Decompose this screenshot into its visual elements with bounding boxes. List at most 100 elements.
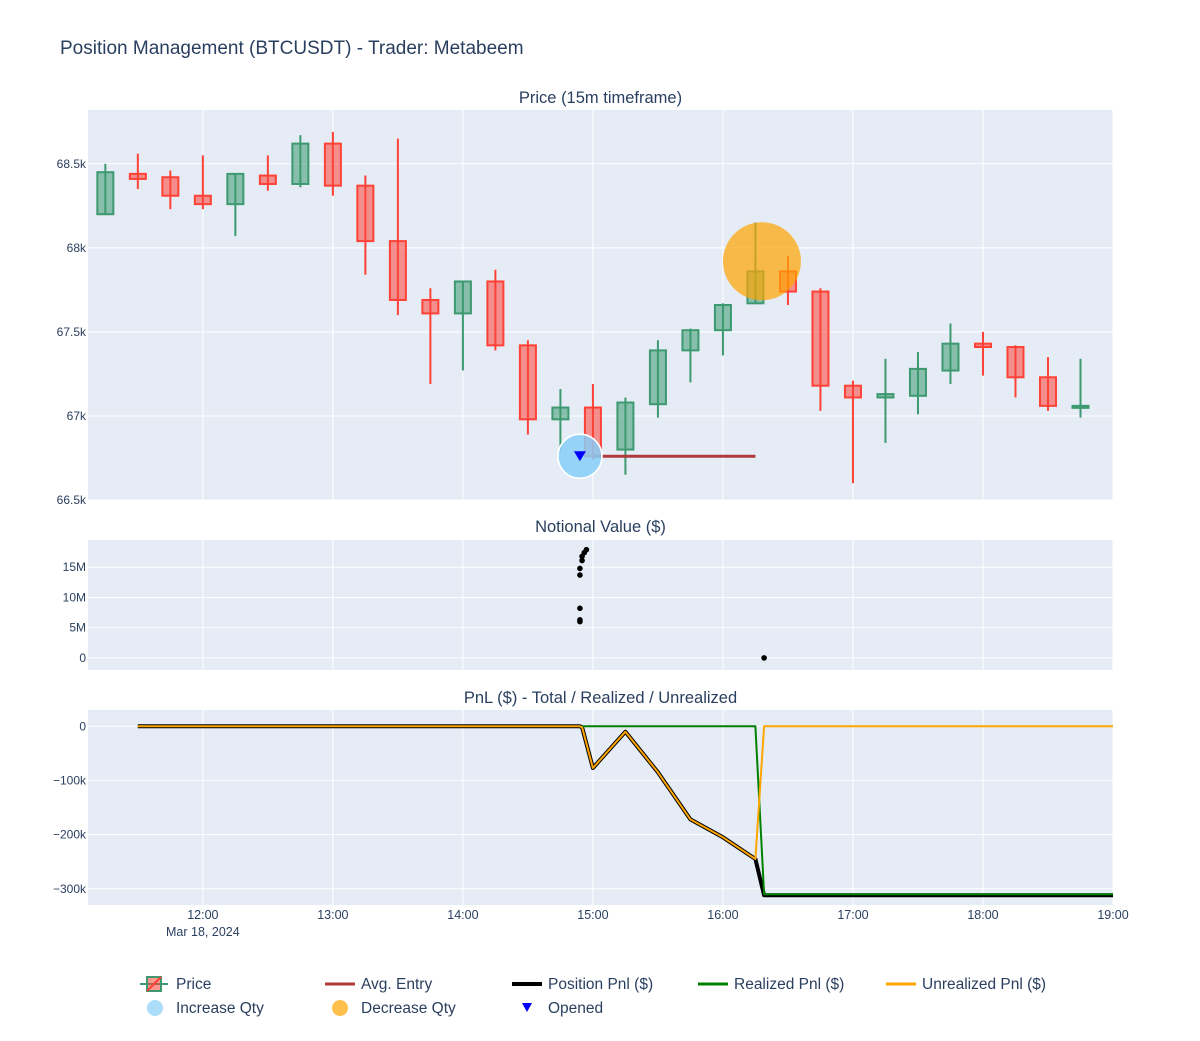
candle-body (323, 142, 342, 187)
legend-label: Opened (548, 1000, 603, 1017)
candle (356, 175, 375, 275)
y-tick-label: 0 (79, 719, 86, 733)
candle (128, 153, 147, 190)
subplot-title: Notional Value ($) (535, 518, 666, 536)
candle-body (1038, 376, 1057, 407)
candle-body (486, 280, 505, 347)
notional-point (577, 605, 583, 612)
candle-body (453, 280, 472, 315)
candle (226, 172, 245, 237)
candle-body (421, 298, 440, 315)
candle-body (1006, 346, 1025, 379)
legend-swatch-triangle (522, 1003, 532, 1012)
candle (323, 131, 342, 196)
candle (843, 380, 862, 484)
legend[interactable]: Price Avg. Entry Position Pnl ($) Realized … (140, 976, 1046, 1017)
candle (421, 288, 440, 385)
y-tick-label: 68k (67, 241, 87, 255)
opened-marker (573, 451, 586, 462)
candle-body (1071, 404, 1090, 409)
plot-area (88, 710, 1113, 905)
candle-body (811, 290, 830, 387)
panel-2: 0 5M 10M 15M Notional Value ($) (63, 518, 1114, 670)
legend-item[interactable]: Realized Pnl ($) (698, 976, 844, 993)
candle (96, 163, 115, 216)
candle (161, 170, 180, 210)
pnl-series-1 (582, 725, 1113, 896)
candle-body (518, 344, 537, 421)
notional-point (761, 655, 767, 661)
x-tick-sublabel: Mar 18, 2024 (166, 925, 240, 939)
pnl-lines (137, 724, 1113, 898)
y-tick-label: 66.5k (57, 493, 87, 507)
notional-point (583, 546, 590, 553)
candle (811, 288, 830, 411)
legend-item[interactable]: Price (140, 976, 211, 993)
notional-point (577, 617, 583, 623)
y-tick-label: 15M (63, 560, 86, 574)
x-axis: 12:00 13:00 14:00 15:00 16:00 17:00 18:00 19:00… (166, 908, 1129, 939)
x-tick-label: 18:00 (967, 908, 998, 922)
candle (486, 269, 505, 351)
legend-item[interactable]: Unrealized Pnl ($) (886, 976, 1046, 993)
candle (648, 340, 667, 418)
legend-item[interactable]: Position Pnl ($) (512, 976, 653, 993)
legend-item[interactable]: Decrease Qty (332, 1000, 456, 1017)
legend-swatch-candle-diag (146, 976, 162, 992)
legend-swatch-dot (147, 1000, 163, 1016)
candle-body (713, 304, 732, 332)
candle-body (128, 172, 147, 180)
candle-body (681, 329, 700, 352)
x-tick-label: 14:00 (447, 908, 478, 922)
y-tick-label: −200k (53, 828, 87, 842)
candle-body (388, 240, 407, 301)
y-tick-label: 0 (79, 651, 86, 665)
legend-label: Unrealized Pnl ($) (922, 976, 1046, 993)
candles (96, 131, 1090, 484)
candle (616, 397, 635, 475)
notional-point (579, 557, 585, 564)
candle-body (876, 393, 895, 399)
notional-point (577, 572, 583, 578)
candle-body (193, 194, 212, 206)
legend-label: Avg. Entry (361, 976, 432, 993)
x-tick-label: 17:00 (837, 908, 868, 922)
legend-label: Decrease Qty (361, 1000, 456, 1017)
notional-point (577, 565, 583, 572)
candle-body (226, 172, 245, 206)
legend-label: Realized Pnl ($) (734, 976, 844, 993)
candle (258, 155, 277, 191)
candle-body (908, 367, 927, 397)
plot-area (88, 540, 1113, 670)
candle (388, 138, 407, 316)
legend-label: Increase Qty (176, 1000, 264, 1017)
candle (941, 323, 960, 385)
x-tick-label: 15:00 (577, 908, 608, 922)
candle (713, 303, 732, 356)
x-tick-label: 12:00 (187, 908, 218, 922)
candle (551, 389, 570, 452)
legend-item[interactable]: Opened (522, 1000, 603, 1017)
legend-label: Price (176, 976, 211, 993)
candle (291, 135, 310, 188)
candle-body (616, 401, 635, 451)
candle-body (258, 174, 277, 185)
candle (876, 358, 895, 443)
legend-item[interactable]: Increase Qty (147, 1000, 264, 1017)
legend-item[interactable]: Avg. Entry (325, 976, 432, 993)
panel-3: 0 −100k −200k −300k PnL ($) - Total / Realiz… (53, 689, 1114, 905)
chart-title: Position Management (BTCUSDT) - Trader: … (60, 38, 524, 59)
y-tick-label: 68.5k (57, 157, 87, 171)
candle (453, 280, 472, 371)
legend-swatch-dot (332, 1000, 348, 1016)
y-tick-label: −100k (53, 773, 87, 787)
y-tick-label: 5M (69, 621, 86, 635)
y-tick-label: 67.5k (57, 325, 87, 339)
candle (1071, 358, 1090, 418)
y-tick-label: 67k (67, 409, 87, 423)
candle (518, 340, 537, 435)
x-tick-label: 19:00 (1097, 908, 1128, 922)
candle (908, 352, 927, 415)
